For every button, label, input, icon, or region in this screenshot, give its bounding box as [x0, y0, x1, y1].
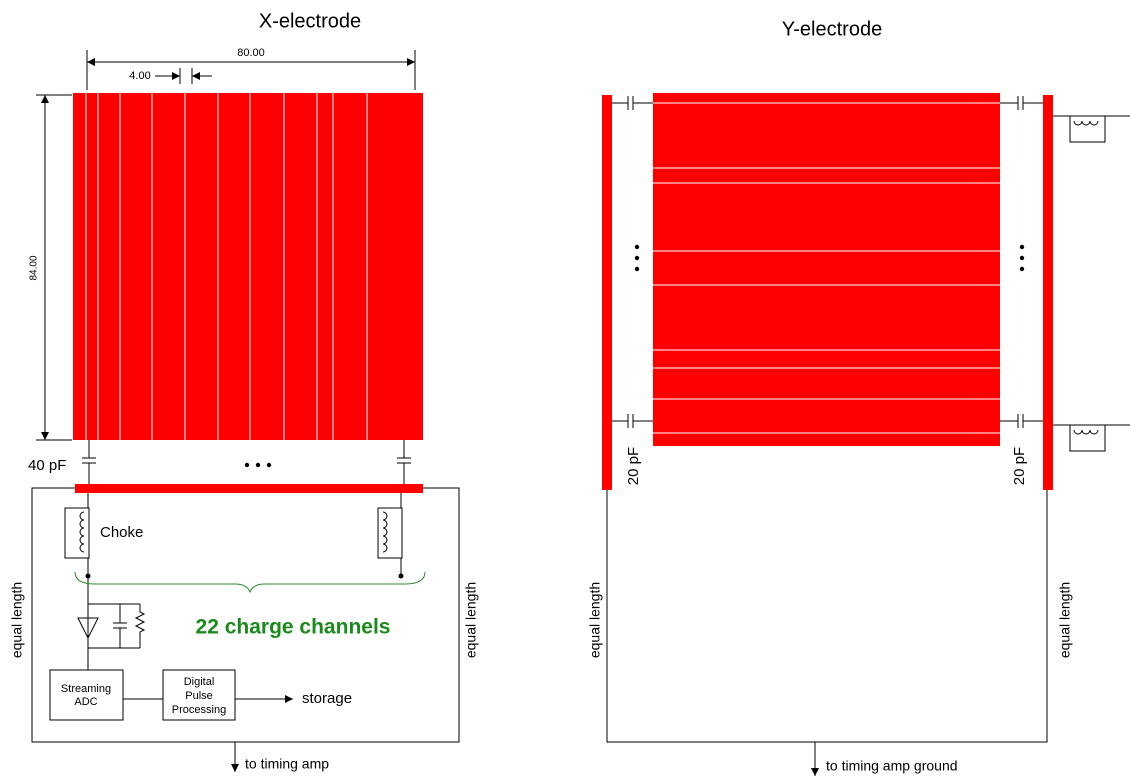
adc-box [49, 669, 124, 721]
storage-label: storage [302, 690, 352, 707]
strip-gaps [85, 93, 368, 440]
y-bus-right [1043, 95, 1053, 490]
adc-label: ADC [74, 696, 97, 708]
dot [1019, 244, 1025, 250]
y-bus-left [602, 95, 612, 490]
width-label: 80.00 [237, 47, 265, 59]
ellipsis [634, 244, 1025, 272]
wire [1073, 120, 1099, 126]
wire [382, 511, 388, 553]
strip-gaps [653, 102, 1000, 434]
x-bus [75, 484, 423, 493]
y-return [606, 490, 1048, 743]
equal-length: equal length [1057, 582, 1073, 658]
amplifier [77, 603, 146, 670]
wire [79, 511, 85, 553]
y-capacitance: 20 pF [625, 447, 642, 485]
dot [634, 255, 640, 261]
box [377, 507, 403, 559]
choke-label: Choke [100, 524, 143, 541]
dot [634, 266, 640, 272]
adc-label: Streaming [61, 683, 111, 695]
dot [1019, 266, 1025, 272]
dpp-label: Processing [172, 704, 226, 716]
dpp-label: Pulse [185, 690, 213, 702]
dot [244, 462, 250, 468]
brace [74, 571, 426, 594]
dot [634, 244, 640, 250]
y-title: Y-electrode [782, 18, 882, 40]
y-output: to timing amp ground [826, 758, 958, 774]
equal-length: equal length [463, 582, 479, 658]
equal-length: equal length [587, 582, 603, 658]
equal-length: equal length [9, 582, 25, 658]
dot [398, 573, 404, 579]
x-electrode: X-electrode 80.00 4.00 84.00 40 pF [9, 10, 479, 772]
dot [85, 573, 91, 579]
box [1069, 115, 1106, 143]
x-strips [73, 93, 423, 440]
y-chokes [1053, 115, 1130, 452]
y-electrode: Y-electrode 20 pF 20 pF equal length equ… [587, 18, 1130, 776]
y-caps [612, 96, 1043, 428]
box [1069, 424, 1106, 452]
dpp-label: Digital [184, 676, 215, 688]
dot [266, 462, 272, 468]
height-label: 84.00 [29, 255, 40, 280]
wire [1073, 429, 1099, 435]
dot [1019, 255, 1025, 261]
wire [134, 604, 146, 648]
pitch-label: 4.00 [129, 70, 150, 82]
x-title: X-electrode [259, 10, 361, 32]
x-caps [82, 440, 411, 484]
channels-label: 22 charge channels [196, 616, 391, 639]
dimensions: 80.00 4.00 84.00 [29, 47, 416, 441]
dpp-box [162, 669, 236, 721]
wire [77, 617, 99, 640]
box [64, 507, 90, 559]
x-output: to timing amp [245, 756, 329, 772]
dot [255, 462, 261, 468]
y-capacitance: 20 pF [1011, 447, 1028, 485]
ellipsis [244, 462, 272, 468]
x-capacitance: 40 pF [28, 457, 66, 474]
y-strips [653, 93, 1000, 446]
